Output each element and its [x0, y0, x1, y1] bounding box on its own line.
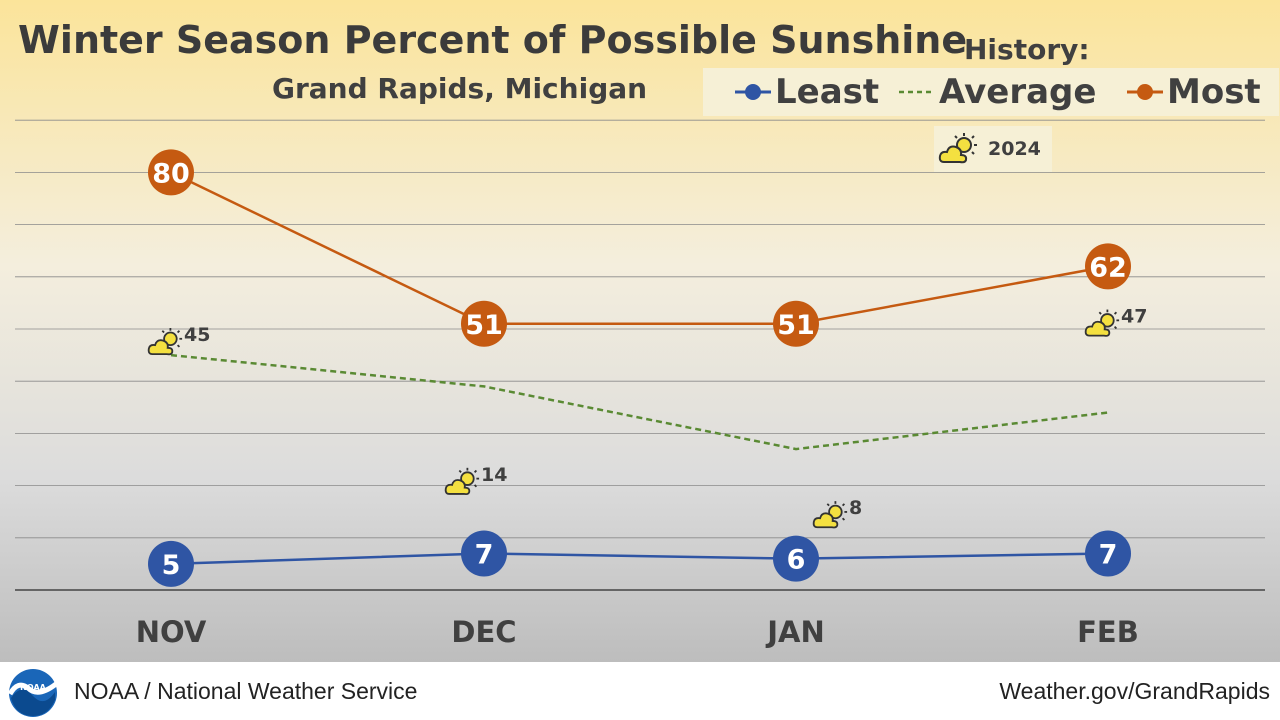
data-label-2024: 14: [481, 464, 507, 486]
data-label-least: 7: [475, 539, 494, 570]
data-label-least: 6: [787, 545, 806, 576]
footer: NOAA NOAA / National Weather Service Wea…: [0, 662, 1280, 720]
data-label-most: 51: [777, 310, 815, 341]
series-line-least: [170, 552, 1109, 566]
legend-item-most: Most: [1127, 68, 1261, 116]
data-point-least: [461, 530, 507, 577]
noaa-logo-text: NOAA: [20, 683, 46, 692]
legend-2024: 2024: [934, 126, 1052, 172]
legend-key-most: [1127, 84, 1163, 100]
chart-plot: NOV DEC JAN FEB 5 7 6 7 80 51 51 62 45 14 8 47: [15, 119, 1265, 649]
legend-item-average: Average: [899, 68, 1096, 116]
legend-2024-label: 2024: [988, 138, 1041, 160]
data-label-most: 51: [465, 310, 503, 341]
legend: Least Average Most: [703, 68, 1279, 116]
chart-area: NOV DEC JAN FEB 5 7 6 7 80 51 51 62 45 14 8 47 Winter S…: [0, 0, 1280, 662]
sun-behind-cloud-icon: [147, 328, 183, 356]
data-point-most: [1085, 243, 1131, 290]
chart-title: Winter Season Percent of Possible Sunshi…: [18, 18, 968, 62]
noaa-logo: NOAA: [8, 669, 58, 717]
series-line-most: [170, 171, 1109, 326]
sun-behind-cloud-icon: [444, 467, 480, 496]
data-label-most: 80: [152, 158, 190, 189]
series-line-average: [170, 353, 1109, 451]
legend-label-most: Most: [1167, 72, 1261, 112]
footer-agency: NOAA / National Weather Service: [74, 678, 418, 704]
data-point-most: [773, 300, 819, 347]
data-point-most: [461, 300, 507, 347]
data-label-2024: 47: [1121, 306, 1147, 328]
sun-behind-cloud-icon: [812, 501, 848, 529]
data-point-least: [1085, 530, 1131, 577]
data-point-least: [773, 535, 819, 582]
data-label-least: 5: [162, 550, 181, 581]
legend-heading: History:: [964, 33, 1090, 66]
legend-key-least: [735, 84, 771, 100]
sun-behind-cloud-icon: [938, 133, 977, 164]
data-point-most: [148, 149, 194, 196]
data-label-least: 7: [1099, 539, 1118, 570]
sun-behind-cloud-icon: [1084, 309, 1120, 337]
legend-item-least: Least: [735, 68, 879, 116]
chart-subtitle: Grand Rapids, Michigan: [272, 72, 648, 105]
data-label-2024: 8: [849, 497, 862, 519]
legend-label-average: Average: [939, 72, 1097, 112]
x-tick-label: NOV: [136, 615, 207, 649]
footer-website-link[interactable]: Weather.gov/GrandRapids: [999, 678, 1270, 704]
legend-label-least: Least: [775, 72, 880, 112]
legend-key-average: [899, 90, 935, 94]
x-tick-label: FEB: [1077, 615, 1139, 649]
data-label-most: 62: [1089, 252, 1127, 283]
data-point-least: [148, 540, 194, 587]
x-tick-label: JAN: [765, 615, 825, 649]
x-tick-label: DEC: [451, 615, 516, 649]
data-label-2024: 45: [184, 324, 210, 346]
